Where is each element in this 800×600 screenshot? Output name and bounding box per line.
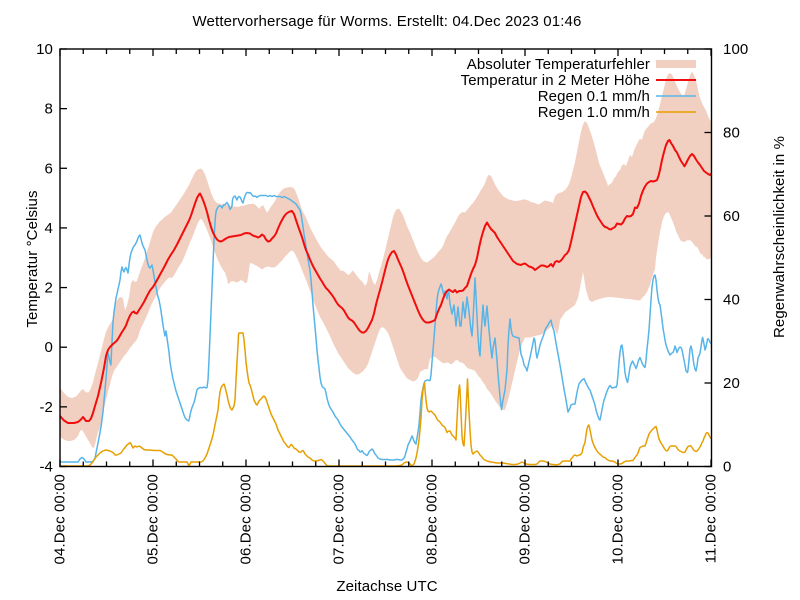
svg-text:Regenwahrscheinlichkeit in %: Regenwahrscheinlichkeit in %: [771, 136, 788, 338]
svg-text:05.Dec 00:00: 05.Dec 00:00: [145, 474, 162, 564]
svg-text:8: 8: [45, 101, 53, 118]
svg-text:06.Dec 00:00: 06.Dec 00:00: [238, 474, 255, 564]
svg-text:10: 10: [36, 41, 53, 58]
svg-text:40: 40: [723, 292, 740, 309]
svg-text:2: 2: [45, 280, 53, 297]
svg-text:60: 60: [723, 208, 740, 225]
svg-text:Wettervorhersage für Worms. Er: Wettervorhersage für Worms. Erstellt: 04…: [193, 13, 582, 30]
svg-text:08.Dec 00:00: 08.Dec 00:00: [424, 474, 441, 564]
svg-text:80: 80: [723, 125, 740, 142]
svg-text:0: 0: [723, 459, 731, 476]
svg-text:Absoluter Temperaturfehler: Absoluter Temperaturfehler: [467, 56, 650, 73]
svg-text:09.Dec 00:00: 09.Dec 00:00: [517, 474, 534, 564]
svg-text:-2: -2: [39, 399, 53, 416]
svg-text:0: 0: [45, 339, 53, 356]
svg-text:20: 20: [723, 375, 740, 392]
svg-text:07.Dec 00:00: 07.Dec 00:00: [331, 474, 348, 564]
svg-text:4: 4: [45, 220, 53, 237]
svg-text:10.Dec 00:00: 10.Dec 00:00: [610, 474, 627, 564]
svg-text:Regen 0.1 mm/h: Regen 0.1 mm/h: [538, 88, 650, 105]
svg-text:-4: -4: [39, 459, 53, 476]
svg-text:Zeitachse UTC: Zeitachse UTC: [336, 578, 437, 595]
svg-text:11.Dec 00:00: 11.Dec 00:00: [703, 474, 720, 563]
svg-text:100: 100: [723, 41, 748, 58]
svg-text:04.Dec 00:00: 04.Dec 00:00: [52, 474, 69, 564]
svg-text:Temperatur in 2 Meter Höhe: Temperatur in 2 Meter Höhe: [461, 72, 650, 89]
svg-text:Regen 1.0 mm/h: Regen 1.0 mm/h: [538, 104, 650, 121]
svg-text:6: 6: [45, 160, 53, 177]
svg-text:Temperatur °Celsius: Temperatur °Celsius: [24, 190, 41, 327]
